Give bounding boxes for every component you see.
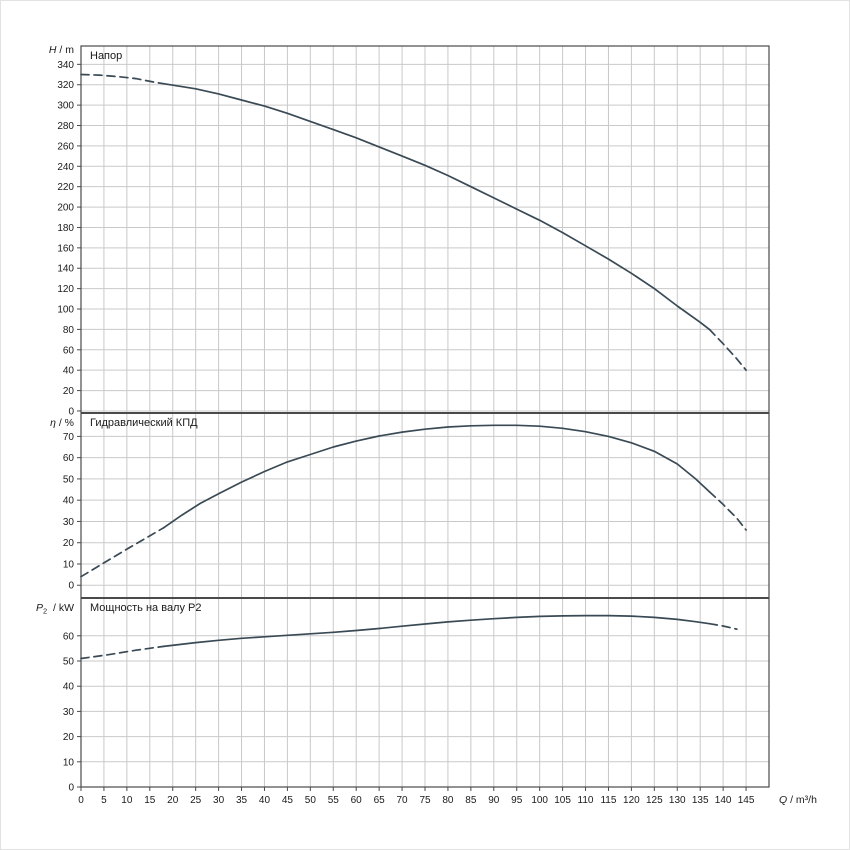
y-axis-unit-label: P2 / kW — [36, 602, 74, 616]
x-axis-unit-label: Q / m³/h — [779, 794, 817, 806]
y-tick-label: 20 — [63, 538, 75, 549]
y-tick-label: 300 — [57, 101, 74, 112]
y-tick-label: 0 — [68, 581, 74, 592]
y-axis-unit-label: η / % — [50, 417, 74, 429]
x-tick-label: 110 — [578, 795, 594, 806]
panel-title: Гидравлический КПД — [90, 417, 198, 429]
x-tick-label: 100 — [531, 795, 548, 806]
plot-border — [80, 45, 770, 788]
y-tick-label: 260 — [57, 141, 74, 152]
x-tick-label: 75 — [419, 795, 431, 806]
x-tick-label: 70 — [397, 795, 409, 806]
x-tick-label: 5 — [101, 795, 107, 806]
panel-title: Мощность на валу P2 — [90, 602, 202, 614]
y-tick-label: 10 — [63, 559, 75, 570]
series-power-high-flow-extrapolated — [708, 622, 738, 631]
x-tick-label: 45 — [282, 795, 294, 806]
x-tick-label: 85 — [465, 795, 477, 806]
y-tick-label: 280 — [57, 121, 74, 132]
y-tick-label: 320 — [57, 80, 74, 91]
y-tick-label: 30 — [63, 517, 75, 528]
y-tick-label: 0 — [68, 783, 74, 794]
y-tick-label: 70 — [63, 432, 75, 443]
x-tick-label: 50 — [305, 795, 317, 806]
y-tick-label: 220 — [57, 182, 74, 193]
y-tick-label: 340 — [57, 60, 74, 71]
x-tick-label: 0 — [78, 795, 84, 806]
x-tick-label: 140 — [715, 795, 732, 806]
y-tick-label: 100 — [57, 305, 74, 316]
y-tick-label: 180 — [57, 223, 74, 234]
x-tick-label: 20 — [167, 795, 179, 806]
x-tick-label: 95 — [511, 795, 523, 806]
curves-layer — [80, 73, 747, 660]
series-head-operating-range — [162, 82, 711, 331]
x-tick-label: 120 — [623, 795, 640, 806]
x-tick-label: 65 — [374, 795, 386, 806]
x-tick-label: 30 — [213, 795, 225, 806]
y-tick-label: 240 — [57, 162, 74, 173]
axes-layer — [77, 45, 770, 791]
series-efficiency-low-flow-extrapolated — [80, 526, 165, 578]
y-tick-label: 60 — [63, 453, 75, 464]
panel-title: Напор — [90, 50, 122, 62]
y-tick-label: 160 — [57, 243, 74, 254]
y-tick-label: 80 — [63, 325, 75, 336]
y-tick-label: 200 — [57, 203, 74, 214]
x-tick-label: 90 — [488, 795, 500, 806]
x-tick-label: 35 — [236, 795, 248, 806]
series-power-operating-range — [162, 614, 711, 648]
x-tick-label: 10 — [121, 795, 133, 806]
series-efficiency-operating-range — [162, 424, 711, 529]
x-tick-label: 15 — [144, 795, 156, 806]
y-tick-label: 120 — [57, 284, 74, 295]
x-tick-label: 135 — [692, 795, 709, 806]
y-tick-label: 20 — [63, 386, 75, 397]
y-tick-label: 40 — [63, 366, 75, 377]
y-tick-label: 0 — [68, 406, 74, 417]
y-tick-label: 50 — [63, 474, 75, 485]
y-tick-label: 20 — [63, 732, 75, 743]
y-axis-unit-label: H / m — [49, 44, 74, 56]
y-tick-label: 60 — [63, 345, 75, 356]
series-head-high-flow-extrapolated — [708, 328, 747, 372]
y-tick-label: 140 — [57, 264, 74, 275]
x-tick-label: 130 — [669, 795, 686, 806]
y-tick-label: 60 — [63, 631, 75, 642]
y-tick-label: 50 — [63, 657, 75, 668]
series-efficiency-high-flow-extrapolated — [708, 490, 747, 531]
x-tick-label: 25 — [190, 795, 202, 806]
y-tick-label: 40 — [63, 682, 75, 693]
x-tick-label: 60 — [351, 795, 363, 806]
x-tick-label: 125 — [646, 795, 663, 806]
series-head-low-flow-extrapolated — [80, 73, 165, 85]
x-tick-label: 105 — [554, 795, 571, 806]
labels-layer: 0 5 10 15 20 25 30 35 40 45 50 55 60 65 70 75 80 85 90 95 10… — [36, 44, 817, 806]
x-tick-label: 55 — [328, 795, 340, 806]
grid-layer — [81, 46, 769, 788]
x-tick-label: 40 — [259, 795, 271, 806]
y-tick-label: 30 — [63, 707, 75, 718]
x-tick-label: 115 — [600, 795, 616, 806]
y-tick-label: 10 — [63, 757, 75, 768]
y-tick-label: 40 — [63, 496, 75, 507]
series-power-low-flow-extrapolated — [80, 645, 165, 660]
x-tick-label: 80 — [442, 795, 454, 806]
x-tick-label: 145 — [738, 795, 755, 806]
